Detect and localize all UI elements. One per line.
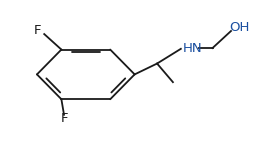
Text: OH: OH [229,21,250,34]
Text: F: F [34,24,41,38]
Text: F: F [60,112,68,125]
Text: HN: HN [183,42,202,55]
